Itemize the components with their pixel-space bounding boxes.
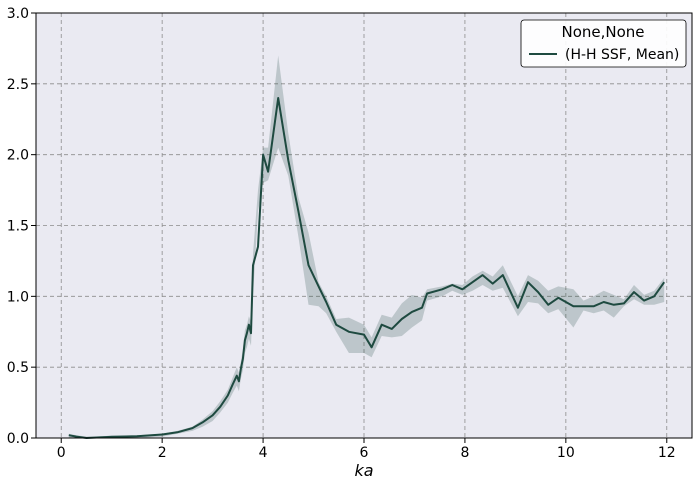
y-tick-label: 2.0 xyxy=(7,148,29,164)
x-tick-label: 4 xyxy=(259,445,268,461)
x-axis-label: ka xyxy=(354,461,373,480)
y-tick-label: 3.0 xyxy=(7,6,29,22)
x-tick-label: 12 xyxy=(658,445,676,461)
y-tick-label: 1.0 xyxy=(7,289,29,305)
series-line xyxy=(68,97,666,439)
y-tick-label: 0.5 xyxy=(7,360,29,376)
x-tick-label: 2 xyxy=(158,445,167,461)
y-tick-label: 2.5 xyxy=(7,77,29,93)
x-tick-label: 6 xyxy=(360,445,369,461)
x-tick-label: 0 xyxy=(57,445,66,461)
x-tick-label: 8 xyxy=(460,445,469,461)
series-line-layer xyxy=(68,97,666,439)
legend-box xyxy=(520,19,687,68)
legend-title: None,None xyxy=(561,23,644,41)
y-tick-label: 1.5 xyxy=(7,219,29,235)
legend-entry-label: (H-H SSF, Mean) xyxy=(565,47,679,63)
y-tick-label: 0.0 xyxy=(7,431,29,447)
axis-ticks: 0 2 4 6 8 10 12 0.0 0.5 1.0 1.5 2.0 2.5 3.0 xyxy=(7,6,676,461)
legend: None,None (H-H SSF, Mean) xyxy=(520,19,687,68)
x-tick-label: 10 xyxy=(557,445,575,461)
